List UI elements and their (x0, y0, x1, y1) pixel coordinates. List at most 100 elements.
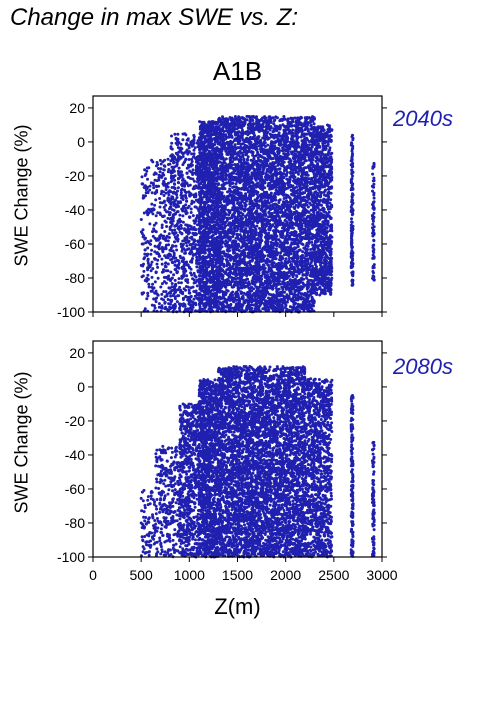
data-point (208, 223, 212, 227)
data-point (207, 120, 211, 124)
data-point (149, 263, 153, 267)
data-point (168, 286, 172, 290)
data-point (162, 268, 165, 272)
data-point (204, 230, 208, 234)
data-point (157, 178, 161, 182)
data-point (210, 139, 214, 143)
data-point (180, 226, 183, 230)
data-point (174, 205, 178, 209)
data-point (190, 140, 194, 144)
data-point (274, 286, 278, 290)
data-point (162, 164, 166, 168)
data-point (194, 303, 198, 307)
data-point (191, 177, 195, 181)
data-point (189, 225, 193, 229)
data-point (195, 255, 199, 259)
data-point (181, 298, 185, 301)
data-point (211, 292, 215, 296)
data-point (208, 273, 212, 277)
data-point (219, 132, 223, 136)
data-point (176, 288, 180, 292)
data-point (181, 177, 185, 181)
data-point (179, 290, 182, 294)
data-point (197, 274, 201, 278)
data-point (209, 269, 213, 273)
data-point (176, 239, 180, 243)
data-point (195, 165, 199, 169)
data-point (179, 175, 183, 179)
data-point (274, 198, 278, 202)
data-point (203, 262, 206, 266)
data-point (194, 275, 198, 279)
data-point (169, 224, 173, 228)
data-point (194, 289, 198, 293)
data-point (213, 183, 217, 186)
data-point (206, 288, 210, 292)
data-point (147, 285, 151, 289)
data-point (174, 256, 178, 260)
data-point (173, 228, 177, 232)
data-point (202, 294, 206, 298)
data-point (262, 156, 266, 160)
data-point (187, 296, 191, 300)
data-point (189, 243, 193, 246)
data-point (158, 201, 162, 205)
data-point (171, 244, 174, 248)
data-point (178, 230, 182, 234)
data-point (170, 186, 174, 189)
data-point (142, 211, 146, 215)
period-label-top: 2040s (393, 106, 453, 131)
data-point (164, 188, 168, 192)
data-point (150, 191, 154, 195)
data-point (189, 211, 193, 214)
data-point (169, 300, 173, 304)
data-point (164, 247, 168, 251)
data-point (175, 248, 179, 252)
data-point (188, 169, 192, 173)
data-point (173, 295, 177, 299)
data-point (200, 161, 204, 165)
data-point (161, 236, 165, 240)
data-point (171, 249, 175, 253)
data-point (202, 221, 206, 225)
data-point (178, 285, 182, 289)
data-point (214, 243, 218, 247)
data-point (207, 239, 211, 243)
data-point (274, 115, 278, 119)
data-point (179, 242, 183, 246)
data-point (201, 255, 205, 258)
data-point (205, 185, 209, 189)
data-point (186, 206, 190, 210)
data-point (150, 202, 154, 206)
data-point (153, 306, 157, 310)
data-point (180, 245, 183, 249)
data-point (181, 155, 185, 158)
data-point (205, 166, 209, 170)
data-point (211, 120, 215, 124)
data-point (212, 249, 216, 252)
data-point (201, 218, 205, 222)
data-point (207, 192, 211, 196)
data-point (153, 250, 157, 254)
data-point (211, 142, 214, 146)
data-point (155, 292, 159, 296)
data-point (185, 244, 189, 248)
data-point (146, 261, 150, 265)
data-point (192, 290, 196, 293)
data-point (196, 248, 200, 252)
data-point (163, 254, 167, 258)
data-point (190, 237, 194, 241)
data-point (158, 236, 162, 240)
data-point (186, 152, 190, 156)
data-point (199, 271, 203, 275)
data-point (176, 270, 179, 274)
data-point (213, 159, 217, 163)
data-point (163, 208, 167, 212)
data-point (192, 133, 196, 137)
data-point (171, 158, 175, 162)
data-point (160, 270, 164, 274)
data-point (150, 303, 154, 307)
data-point (173, 240, 176, 244)
period-label-bottom: 2080s (393, 354, 453, 379)
data-point (163, 219, 167, 223)
